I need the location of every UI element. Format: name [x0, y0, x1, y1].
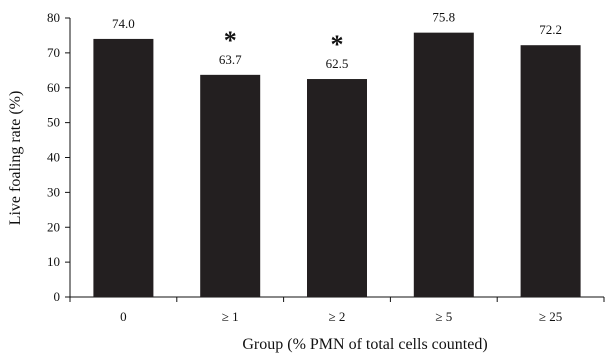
x-tick-label: ≥ 5 [435, 309, 452, 324]
x-tick-label: 0 [120, 309, 127, 324]
y-axis: 0 10 20 30 40 50 60 70 80 [47, 10, 71, 304]
x-axis-title: Group (% PMN of total cells counted) [242, 336, 487, 353]
y-tick-label: 50 [47, 115, 60, 130]
data-label: 75.8 [432, 10, 455, 25]
y-tick-label: 80 [47, 10, 60, 25]
x-axis: 0 ≥ 1 ≥ 2 ≥ 5 ≥ 25 [69, 296, 605, 324]
y-tick-label: 70 [47, 45, 60, 60]
y-tick-label: 20 [47, 219, 60, 234]
data-labels: 74.063.7*62.5*75.872.2 [112, 10, 562, 71]
significance-asterisk: * [331, 30, 344, 59]
data-label: 72.2 [539, 22, 562, 37]
data-label: 63.7 [219, 52, 242, 67]
y-tick-label: 60 [47, 80, 60, 95]
y-tick-label: 30 [47, 184, 60, 199]
bar [200, 74, 261, 297]
x-tick-label: ≥ 2 [329, 309, 346, 324]
bar [93, 38, 154, 298]
y-tick-label: 0 [54, 289, 61, 304]
x-tick-label: ≥ 25 [539, 309, 562, 324]
data-label: 62.5 [326, 56, 349, 71]
data-label: 74.0 [112, 16, 135, 31]
significance-asterisk: * [224, 26, 237, 55]
y-tick-label: 10 [47, 254, 60, 269]
bar [520, 45, 581, 297]
bar [413, 32, 474, 298]
x-tick-label: ≥ 1 [222, 309, 239, 324]
bar [307, 79, 367, 297]
bars [93, 32, 581, 298]
y-axis-title: Live foaling rate (%) [7, 91, 24, 226]
y-tick-label: 40 [47, 150, 60, 165]
